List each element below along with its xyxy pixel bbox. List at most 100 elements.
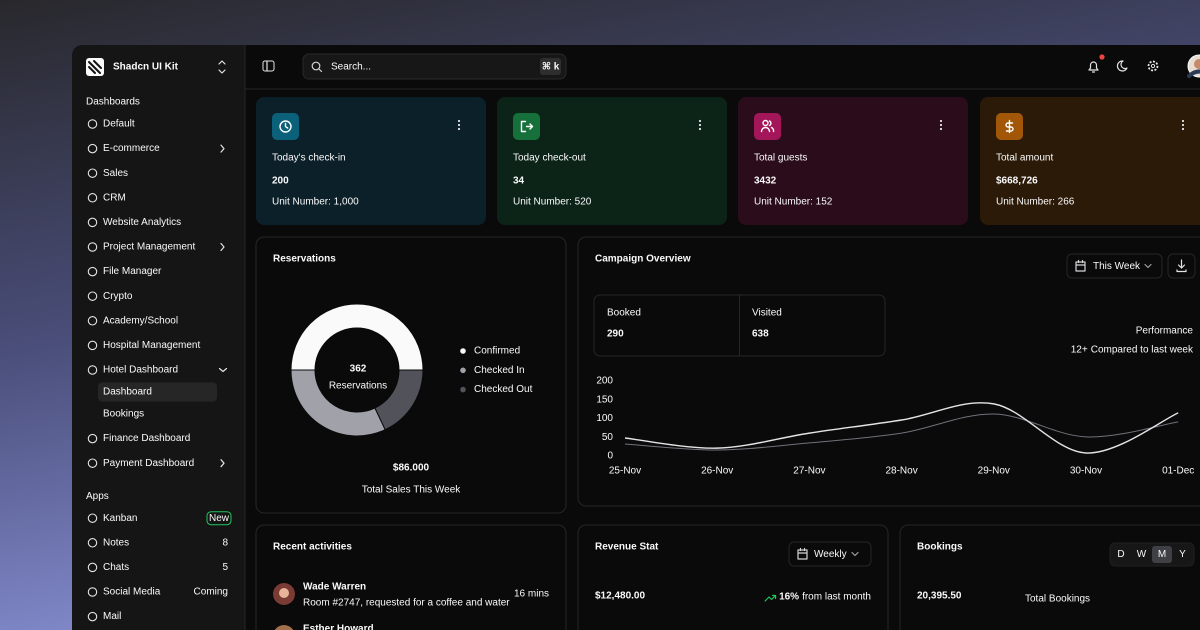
avatar-face bbox=[279, 588, 289, 598]
card-title: Recent activities bbox=[273, 542, 352, 553]
tab[interactable]: W bbox=[1137, 549, 1147, 560]
icon bbox=[760, 119, 775, 133]
performance-change: Compared to last week bbox=[1091, 345, 1194, 356]
nav-icon bbox=[87, 340, 98, 351]
y-tick-label: 0 bbox=[607, 451, 613, 462]
badge-text: 8 bbox=[222, 537, 228, 548]
donut-center-label: Reservations bbox=[329, 381, 387, 392]
nav-icon bbox=[87, 119, 98, 129]
activity-name: Wade Warren bbox=[303, 582, 366, 593]
revenue-value: $12,480.00 bbox=[595, 591, 645, 602]
period-select[interactable] bbox=[1066, 253, 1163, 279]
nav-item[interactable]: Notes bbox=[103, 537, 129, 548]
nav-item[interactable]: Crypto bbox=[103, 291, 133, 302]
legend-dot bbox=[460, 386, 466, 393]
performance-label: Performance bbox=[1136, 326, 1194, 337]
shortcut-text: ⌘ k bbox=[542, 62, 560, 73]
donut-hole bbox=[315, 328, 399, 412]
period-text: Weekly bbox=[814, 549, 847, 560]
stat-value: $668,726 bbox=[996, 176, 1038, 187]
stat-title: Today's check-in bbox=[272, 153, 346, 164]
nav-item[interactable]: E-commerce bbox=[103, 143, 160, 154]
x-tick-label: 27-Nov bbox=[793, 466, 825, 477]
nav-item[interactable]: File Manager bbox=[103, 266, 162, 277]
reservations-total-label: Total Sales This Week bbox=[362, 485, 462, 496]
nav-item[interactable]: Academy/School bbox=[103, 315, 178, 326]
legend-label: Checked Out bbox=[474, 384, 533, 395]
nav-icon bbox=[87, 458, 98, 468]
tab[interactable]: M bbox=[1158, 549, 1166, 560]
nav-item[interactable]: Hotel Dashboard bbox=[103, 365, 178, 376]
nav-subitem[interactable]: Bookings bbox=[103, 409, 144, 420]
series-line bbox=[624, 413, 1179, 451]
nav-icon bbox=[87, 587, 98, 597]
sidebar-toggle[interactable] bbox=[262, 60, 275, 72]
card-title: Bookings bbox=[917, 542, 963, 553]
download-button[interactable] bbox=[1167, 253, 1196, 279]
badge-text: New bbox=[209, 513, 230, 524]
legend-dot bbox=[460, 367, 466, 374]
nav-item[interactable]: Mail bbox=[103, 611, 121, 622]
nav-icon bbox=[87, 242, 98, 252]
x-tick-label: 25-Nov bbox=[609, 466, 641, 477]
stat-subtitle: Unit Number: 520 bbox=[513, 197, 592, 208]
nav-item[interactable]: Sales bbox=[103, 168, 128, 179]
card-title: Revenue Stat bbox=[595, 542, 659, 553]
badge-text: 5 bbox=[222, 562, 228, 573]
reservations-card bbox=[255, 236, 567, 514]
icon bbox=[220, 144, 225, 153]
nav-subitem[interactable]: Dashboard bbox=[103, 387, 152, 398]
nav-icon bbox=[87, 143, 98, 154]
nav-item[interactable]: Hospital Management bbox=[103, 340, 200, 351]
nav-icon bbox=[87, 611, 98, 622]
nav-item[interactable]: Kanban bbox=[103, 513, 137, 524]
card-title: Campaign Overview bbox=[595, 254, 691, 265]
nav-icon bbox=[87, 193, 98, 203]
stat-title: Today check-out bbox=[513, 153, 586, 164]
section-title: Dashboards bbox=[86, 97, 140, 108]
nav-item[interactable]: Finance Dashboard bbox=[103, 433, 190, 444]
shortcut-key bbox=[540, 58, 561, 75]
nav-item[interactable]: Default bbox=[103, 119, 135, 130]
nav-item[interactable]: Social Media bbox=[103, 587, 161, 598]
nav-item[interactable]: CRM bbox=[103, 192, 126, 203]
card-menu-dot bbox=[698, 127, 702, 131]
icon bbox=[88, 60, 102, 74]
nav-icon bbox=[87, 168, 98, 178]
y-tick-label: 100 bbox=[596, 413, 613, 424]
card-menu-dot bbox=[457, 119, 461, 123]
nav-icon bbox=[87, 365, 98, 375]
settings-button[interactable] bbox=[1147, 60, 1159, 72]
period-text: This Week bbox=[1093, 261, 1141, 272]
reservations-total: $86.000 bbox=[393, 463, 430, 474]
activity-avatar bbox=[274, 625, 294, 630]
stat-title: Total amount bbox=[996, 153, 1053, 164]
nav-item[interactable]: Payment Dashboard bbox=[103, 458, 194, 469]
tab[interactable]: Y bbox=[1179, 549, 1186, 560]
nav-item[interactable]: Chats bbox=[103, 562, 129, 573]
nav-item[interactable]: Website Analytics bbox=[103, 217, 181, 228]
y-tick-label: 150 bbox=[596, 394, 613, 405]
tab[interactable]: D bbox=[1117, 549, 1124, 560]
card-menu-dot bbox=[939, 119, 943, 123]
period-select[interactable] bbox=[788, 541, 872, 567]
stat-title: Total guests bbox=[754, 153, 807, 164]
activity-detail: Room #2747, requested for a coffee and w… bbox=[303, 598, 510, 609]
nav-item[interactable]: Project Management bbox=[103, 242, 195, 253]
stat-value: 200 bbox=[272, 176, 289, 187]
search-box[interactable] bbox=[302, 53, 567, 80]
nav-icon bbox=[87, 433, 98, 444]
stat-card bbox=[980, 97, 1200, 225]
stat-card bbox=[256, 97, 486, 225]
booked-label: Booked bbox=[607, 308, 641, 319]
card-menu-dot bbox=[457, 123, 461, 127]
x-tick-label: 29-Nov bbox=[978, 466, 1010, 477]
stat-subtitle: Unit Number: 152 bbox=[754, 197, 833, 208]
section-title: Apps bbox=[86, 491, 109, 502]
brand-name[interactable]: Shadcn UI Kit bbox=[113, 62, 179, 73]
icon bbox=[220, 242, 225, 252]
sidebar bbox=[72, 45, 245, 630]
nav-icon bbox=[87, 538, 98, 548]
notifications-button bbox=[1088, 61, 1099, 73]
badge-text: Coming bbox=[194, 587, 228, 598]
